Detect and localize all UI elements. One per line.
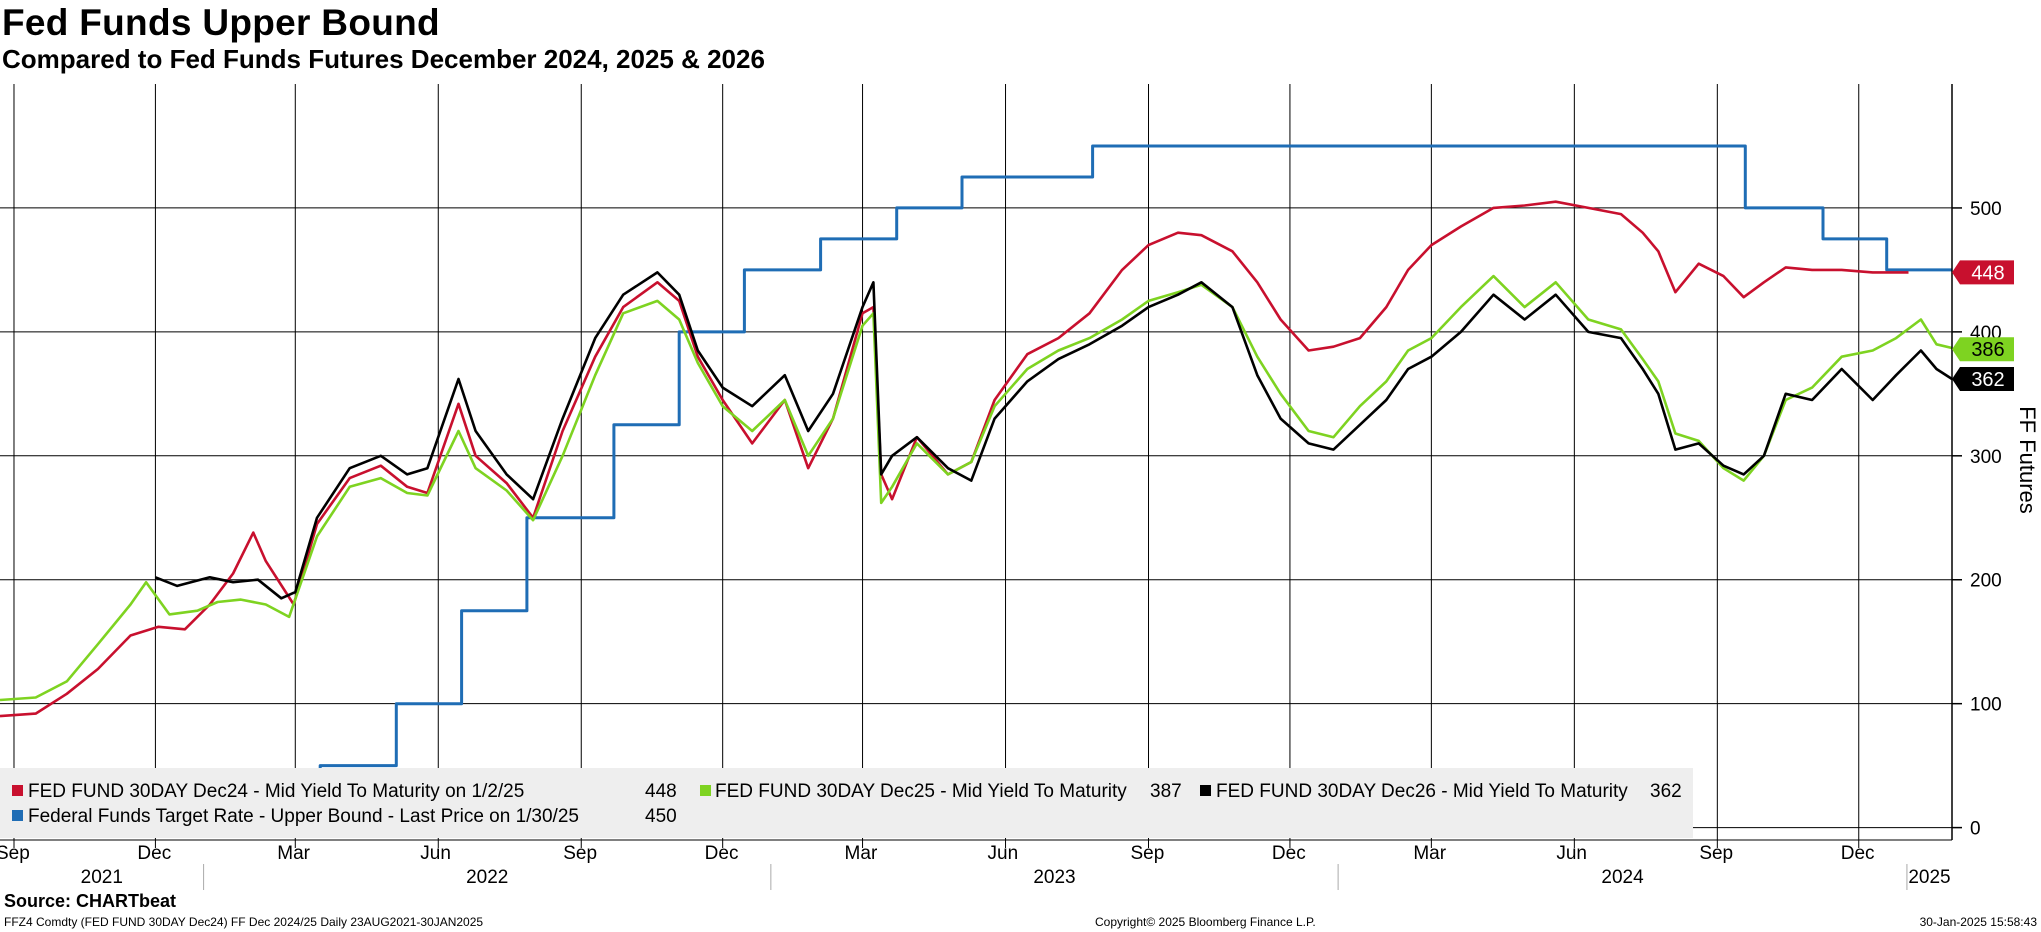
legend-swatch-dec24 [12, 785, 23, 796]
series-line-0 [0, 144, 1952, 799]
series-line-3 [154, 271, 1953, 600]
x-tick-label: Jun [420, 843, 451, 864]
last-value-tag-448: 448 [1952, 260, 2014, 285]
chart-subtitle: Compared to Fed Funds Futures December 2… [2, 44, 765, 74]
last-value-tag-label: 448 [1971, 262, 2004, 284]
year-label: 2023 [1033, 867, 1075, 888]
footer-ticker-info: FFZ4 Comdty (FED FUND 30DAY Dec24) FF De… [4, 915, 484, 929]
series-line-1 [0, 200, 1909, 718]
x-tick-label: Dec [1272, 843, 1306, 864]
last-value-tag-shape [1952, 337, 2014, 362]
last-value-tag-shape [1952, 260, 2014, 285]
last-value-tag-362: 362 [1952, 366, 2014, 391]
last-value-tag-label: 362 [1971, 369, 2004, 391]
x-tick-labels: Sep Dec Mar Jun Sep Dec Mar Jun Sep Dec Mar Jun Sep D… [0, 840, 1951, 890]
y-tick-label: 300 [1970, 447, 2002, 468]
axes [0, 84, 1953, 841]
legend-value-fed-target: 450 [645, 806, 677, 827]
x-tick-label: Sep [1699, 843, 1733, 864]
year-label: 2024 [1601, 867, 1644, 888]
legend-background [0, 768, 1693, 838]
y-tick-label: 100 [1970, 695, 2002, 716]
legend-item-dec26: FED FUND 30DAY Dec26 - Mid Yield To Matu… [1200, 781, 1682, 802]
x-tick-label: Sep [0, 843, 30, 864]
series-lines [0, 144, 1953, 799]
plot-area [0, 84, 1952, 840]
legend-swatch-dec25 [700, 785, 711, 796]
x-tick-label: Sep [563, 843, 597, 864]
footer-timestamp: 30-Jan-2025 15:58:43 [1919, 915, 2037, 929]
legend-label-dec26: FED FUND 30DAY Dec26 - Mid Yield To Matu… [1216, 781, 1628, 802]
last-value-tag-386: 386 [1952, 337, 2014, 362]
year-label: 2025 [1908, 867, 1950, 888]
x-tick-label: Jun [1556, 843, 1587, 864]
legend-item-dec25: FED FUND 30DAY Dec25 - Mid Yield To Matu… [700, 781, 1182, 802]
legend-value-dec26: 362 [1650, 781, 1682, 802]
legend-swatch-dec26 [1200, 785, 1211, 796]
last-value-tag-shape [1952, 366, 2014, 391]
x-tick-label: Mar [845, 843, 878, 864]
legend-label-dec24: FED FUND 30DAY Dec24 - Mid Yield To Matu… [28, 781, 524, 802]
legend-item-fed-target: Federal Funds Target Rate - Upper Bound … [12, 806, 677, 827]
x-tick-label: Jun [988, 843, 1019, 864]
y-tick-label: 500 [1970, 199, 2002, 220]
legend-value-dec24: 448 [645, 781, 677, 802]
year-label: 2022 [466, 867, 508, 888]
year-label: 2021 [81, 867, 123, 888]
y-tick-label: 200 [1970, 571, 2002, 592]
legend-swatch-fed-target [12, 810, 23, 821]
footer-copyright: Copyright© 2025 Bloomberg Finance L.P. [1095, 915, 1316, 929]
last-value-tags: 448 386 362 [1952, 260, 2014, 391]
last-value-tag-label: 386 [1971, 339, 2004, 361]
x-tick-label: Dec [1841, 843, 1875, 864]
legend-label-dec25: FED FUND 30DAY Dec25 - Mid Yield To Matu… [715, 781, 1127, 802]
y-tick-label: 0 [1970, 819, 1981, 840]
legend-label-fed-target: Federal Funds Target Rate - Upper Bound … [28, 806, 579, 827]
chart-title: Fed Funds Upper Bound [2, 2, 440, 43]
legend-item-dec24: FED FUND 30DAY Dec24 - Mid Yield To Matu… [12, 781, 677, 802]
x-tick-label: Dec [705, 843, 739, 864]
x-tick-label: Dec [137, 843, 171, 864]
legend: FED FUND 30DAY Dec24 - Mid Yield To Matu… [0, 768, 1693, 838]
legend-value-dec25: 387 [1150, 781, 1182, 802]
source-note: Source: CHARTbeat [4, 891, 177, 911]
x-tick-label: Mar [1413, 843, 1446, 864]
x-tick-label: Sep [1131, 843, 1165, 864]
y-axis-title: FF Futures [2015, 406, 2040, 514]
x-tick-label: Mar [277, 843, 310, 864]
series-line-2 [0, 274, 1953, 702]
